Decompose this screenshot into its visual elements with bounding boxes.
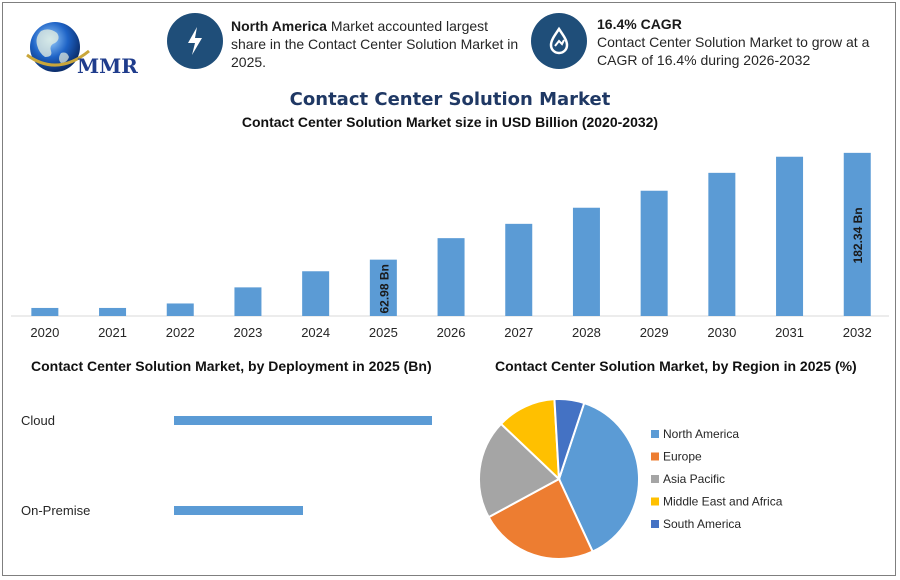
data-label-2025: 62.98 Bn: [377, 264, 391, 313]
region-chart-title: Contact Center Solution Market, by Regio…: [495, 358, 857, 374]
bar-2026: [437, 238, 465, 316]
market-size-bar-chart: 2020 2021 2022 2023 2024 2025 62.98 Bn 2026 2027…: [11, 152, 889, 340]
legend-swatch: [651, 475, 659, 483]
bar-2025: [369, 259, 397, 316]
x-tick-label: 2029: [640, 325, 669, 340]
chart-subtitle: Contact Center Solution Market size in U…: [241, 114, 659, 130]
x-tick-label: 2024: [301, 325, 330, 340]
bar-2031: [776, 156, 804, 316]
bar-2028: [572, 207, 600, 316]
legend-swatch: [651, 430, 659, 438]
x-tick-label: 2023: [233, 325, 262, 340]
x-tick-label: 2031: [775, 325, 804, 340]
bar-2023: [234, 287, 262, 316]
x-tick-label: 2025: [369, 325, 398, 340]
bar-2027: [505, 223, 533, 316]
legend-label: North America: [663, 427, 739, 441]
growth-drop-icon: [531, 13, 587, 69]
x-tick-label: 2022: [166, 325, 195, 340]
lightning-icon: [167, 13, 223, 69]
x-tick-label: 2027: [504, 325, 533, 340]
category-label: Cloud: [21, 413, 55, 428]
pie-slice-europe: [487, 477, 594, 560]
globe-logo-icon: MMR: [26, 22, 138, 78]
cagr-body: Contact Center Solution Market to grow a…: [597, 34, 870, 68]
cagr-info-text: 16.4% CAGR Contact Center Solution Marke…: [597, 15, 887, 69]
x-tick-label: 2026: [437, 325, 466, 340]
pie-slice-asia-pacific: [478, 422, 561, 519]
x-tick-label: 2030: [707, 325, 736, 340]
bar-2032: [843, 152, 871, 316]
info1-bold-label: North America: [231, 18, 327, 34]
bar-cloud: [174, 416, 432, 425]
x-tick-label: 2032: [843, 325, 872, 340]
north-america-info-text: North America Market accounted largest s…: [231, 17, 521, 71]
x-tick-label: 2021: [98, 325, 127, 340]
legend-swatch: [651, 497, 659, 506]
bar-2024: [302, 271, 330, 316]
legend-label: South America: [663, 517, 741, 531]
deployment-chart-title: Contact Center Solution Market, by Deplo…: [31, 358, 432, 374]
deployment-bar-chart: Cloud On-Premise: [21, 413, 432, 518]
info1-body: Market accounted largest share in the Co…: [231, 18, 519, 70]
category-label: On-Premise: [21, 503, 90, 518]
mmr-logo: MMR: [19, 17, 149, 81]
pie-slice-south-america: [553, 398, 586, 480]
bar-2022: [166, 303, 194, 316]
bar-2021: [99, 307, 127, 316]
legend-label: Asia Pacific: [663, 472, 725, 486]
svg-text:MMR: MMR: [77, 54, 138, 78]
pie-slice-middle-east-and-africa: [499, 398, 561, 482]
chart-title: Contact Center Solution Market: [289, 89, 611, 110]
bar-2020: [31, 307, 59, 316]
bar-2030: [708, 172, 736, 316]
legend-swatch: [651, 520, 659, 528]
legend-label: Europe: [663, 450, 702, 464]
pie-slice-north-america: [557, 401, 640, 553]
data-label-2032: 182.34 Bn: [851, 207, 865, 263]
x-tick-label: 2020: [30, 325, 59, 340]
bar-2029: [640, 190, 668, 316]
legend-label: Middle East and Africa: [663, 495, 783, 509]
bar-on-premise: [174, 506, 303, 515]
region-pie-chart: North America Europe Asia Pacific Middle Ea…: [478, 398, 783, 560]
legend-swatch: [651, 452, 659, 461]
cagr-title: 16.4% CAGR: [597, 16, 682, 32]
x-tick-label: 2028: [572, 325, 601, 340]
